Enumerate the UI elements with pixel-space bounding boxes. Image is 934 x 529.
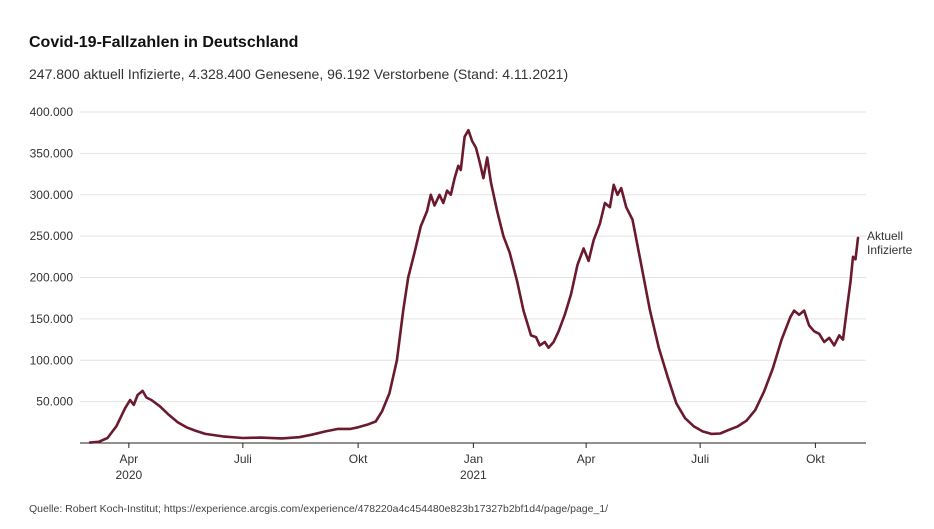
x-tick-year-label: 2020 xyxy=(115,468,142,482)
y-tick-label: 400.000 xyxy=(30,105,74,119)
y-tick-label: 200.000 xyxy=(30,271,74,285)
x-tick-label: Okt xyxy=(806,452,825,466)
x-tick-label: Okt xyxy=(349,452,368,466)
x-tick-year-label: 2021 xyxy=(460,468,487,482)
chart-subtitle: 247.800 aktuell Infizierte, 4.328.400 Ge… xyxy=(29,66,569,82)
chart-title: Covid-19-Fallzahlen in Deutschland xyxy=(29,34,299,51)
series-group xyxy=(88,128,860,444)
y-tick-label: 250.000 xyxy=(30,229,74,243)
x-tick-label: Jan xyxy=(464,452,483,466)
y-axis: 50.000 100.000 150.000 200.000 250.000 300.00… xyxy=(30,105,74,409)
y-tick-label: 150.000 xyxy=(30,312,74,326)
x-tick-label: Apr xyxy=(119,452,138,466)
y-tick-label: 300.000 xyxy=(30,188,74,202)
series-end-label: Infizierte xyxy=(867,243,913,257)
y-tick-label: 350.000 xyxy=(30,146,74,160)
gridlines xyxy=(80,111,866,403)
y-tick-label: 50.000 xyxy=(36,395,73,409)
y-tick-label: 100.000 xyxy=(30,353,74,367)
x-axis: Apr 2020 Juli Okt Jan 2021 Apr Juli Okt xyxy=(80,442,866,482)
series-end-label: Aktuell xyxy=(867,229,903,243)
source-note: Quelle: Robert Koch-Institut; https://ex… xyxy=(29,503,609,515)
x-tick-label: Juli xyxy=(691,452,709,466)
x-tick-label: Apr xyxy=(577,452,596,466)
line-chart: 50.000 100.000 150.000 200.000 250.000 300.00… xyxy=(30,105,913,482)
x-tick-label: Juli xyxy=(234,452,252,466)
series-line xyxy=(88,128,860,444)
